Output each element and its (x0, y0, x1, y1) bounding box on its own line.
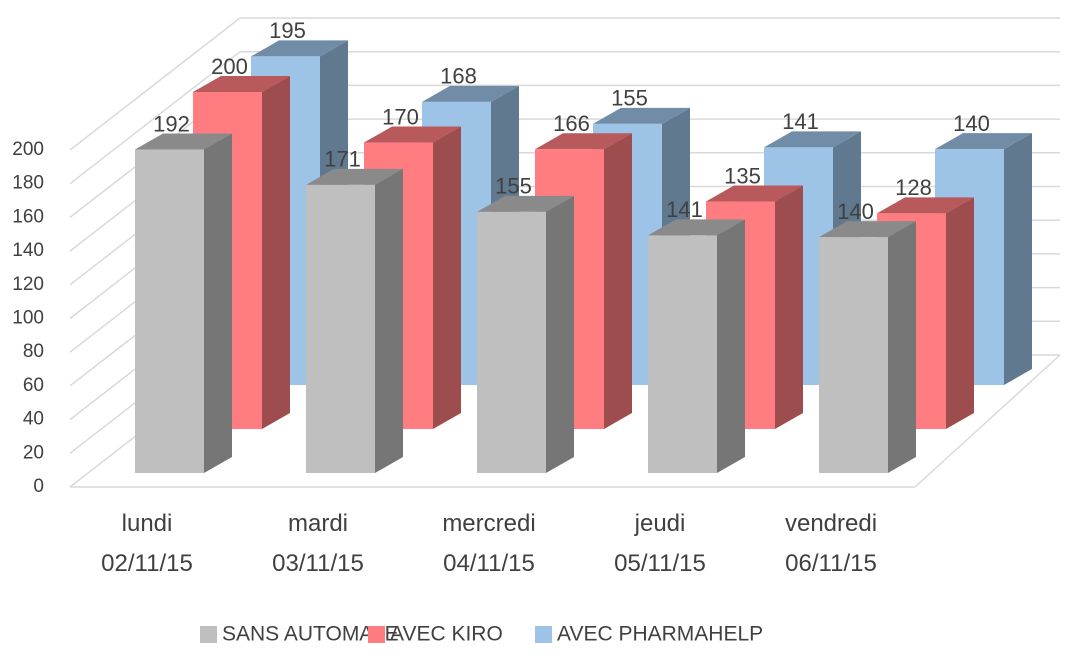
y-tick-label: 60 (23, 375, 44, 396)
bar-side (888, 221, 916, 473)
data-label: 141 (666, 197, 703, 222)
x-tick-label-line: mercredi (442, 510, 535, 537)
bar-top (364, 126, 461, 143)
bar-top (593, 107, 690, 124)
x-tick-label: lundi 02/11/15 (101, 510, 193, 577)
x-tick-label: vendredi 06/11/15 (785, 510, 877, 577)
legend-label: AVEC PHARMAHELP (557, 623, 763, 646)
x-tick-label-line: jeudi (634, 510, 686, 537)
data-label: 200 (211, 54, 248, 79)
floor-right (914, 354, 1061, 488)
y-tick-label: 100 (12, 308, 44, 329)
data-label: 155 (495, 174, 532, 199)
bar (477, 211, 546, 473)
bar-top (135, 133, 232, 150)
bar-top (877, 197, 974, 214)
y-tick-label: 180 (12, 173, 44, 194)
bar-side (717, 219, 745, 473)
data-label: 195 (269, 18, 306, 43)
bar-side (546, 195, 574, 473)
bar (306, 184, 375, 474)
data-label: 135 (724, 163, 761, 188)
bar-top (819, 221, 916, 238)
y-tick-label: 160 (12, 206, 44, 227)
data-label: 192 (153, 111, 190, 136)
x-tick-label-line: 03/11/15 (272, 550, 364, 577)
bar-side (946, 197, 974, 429)
bar-top (477, 195, 574, 212)
bar (648, 235, 717, 473)
bar-side (604, 133, 632, 430)
grid-line (69, 51, 241, 185)
x-tick-label: mardi 03/11/15 (272, 510, 364, 577)
data-label: 140 (837, 199, 874, 224)
x-tick-label-line: mardi (288, 510, 348, 537)
x-tick-label-line: 06/11/15 (785, 550, 877, 577)
x-tick-label-line: 04/11/15 (443, 550, 535, 577)
x-tick-label-line: 05/11/15 (614, 550, 706, 577)
y-tick-label: 80 (23, 341, 44, 362)
bar-top (193, 76, 290, 92)
y-tick-label: 140 (12, 240, 44, 261)
bar-side (775, 185, 803, 429)
x-tick-label: jeudi 05/11/15 (614, 510, 706, 577)
bar-top (251, 40, 348, 57)
bar (135, 149, 204, 474)
data-label: 168 (440, 64, 477, 89)
bar-side (375, 168, 403, 474)
legend-swatch (368, 626, 385, 643)
legend-swatch (200, 626, 217, 643)
y-tick-label: 20 (23, 442, 44, 463)
grid-line (69, 17, 241, 151)
legend-label: SANS AUTOMATE (222, 623, 399, 646)
x-tick-label-line: 02/11/15 (101, 550, 193, 577)
bar-top (422, 85, 519, 102)
data-label: 166 (553, 111, 590, 136)
legend-label: AVEC KIRO (390, 623, 503, 646)
data-label: 170 (382, 104, 419, 129)
y-tick-label: 200 (12, 139, 44, 160)
bar-side (433, 126, 461, 430)
bar-side (1004, 133, 1032, 385)
bar-side (204, 133, 232, 474)
bar-top (306, 168, 403, 185)
data-label: 128 (895, 175, 932, 200)
bar-top (535, 133, 632, 150)
y-tick-label: 0 (33, 476, 44, 497)
y-tick-label: 120 (12, 274, 44, 295)
x-tick-label-line: vendredi (785, 510, 877, 537)
bar-top (764, 131, 861, 148)
bar-top (935, 133, 1032, 150)
x-tick-label-line: lundi (122, 510, 173, 537)
data-label: 155 (611, 86, 648, 111)
legend-swatch (535, 626, 552, 643)
data-label: 140 (953, 111, 990, 136)
data-label: 171 (324, 147, 361, 172)
bar-top (648, 219, 745, 236)
bar-side (262, 76, 290, 429)
x-tick-label: mercredi 04/11/15 (442, 510, 535, 577)
y-tick-label: 40 (23, 409, 44, 430)
data-label: 141 (782, 109, 819, 134)
bar (819, 237, 888, 473)
bar-top (706, 185, 803, 202)
